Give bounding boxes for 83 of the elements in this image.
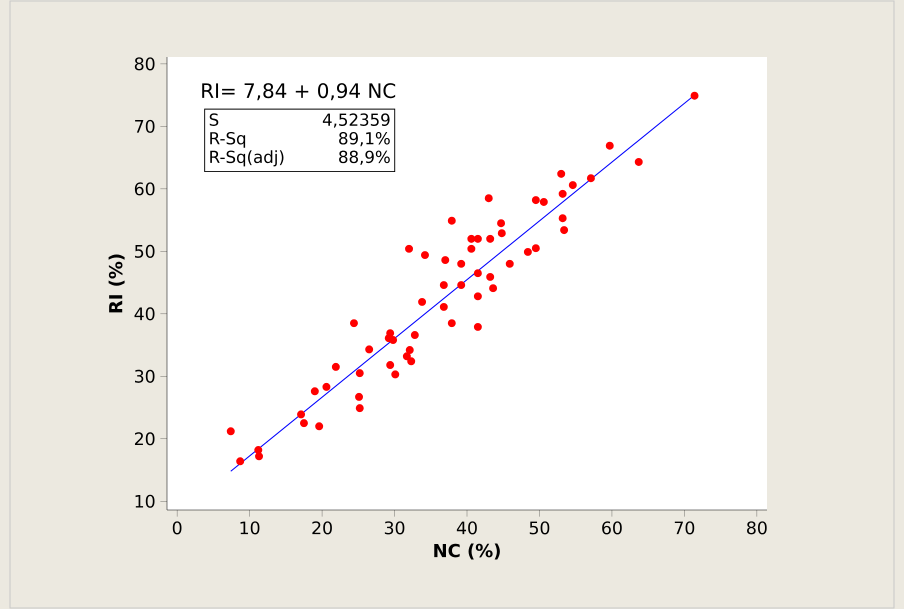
annotation: 4,52359 — [322, 113, 390, 128]
x-tick-label: 40 — [456, 521, 477, 534]
point — [467, 244, 476, 253]
point — [606, 142, 614, 150]
point — [420, 251, 429, 260]
point — [356, 369, 364, 378]
point — [497, 219, 506, 228]
x-tick-label: 70 — [674, 521, 694, 534]
point — [634, 158, 643, 166]
point — [457, 260, 466, 268]
x-tick-label: 0 — [172, 521, 182, 534]
point — [297, 410, 306, 418]
y-tick-label: 30 — [135, 370, 155, 383]
point — [386, 361, 394, 370]
x-tick-label: 80 — [747, 521, 767, 534]
x-tick-label: 50 — [530, 521, 550, 534]
x-tick-label: 30 — [384, 521, 404, 534]
point — [474, 234, 482, 243]
point — [406, 346, 414, 354]
point — [315, 422, 324, 430]
point — [448, 216, 456, 225]
point — [365, 345, 374, 354]
point — [418, 298, 426, 306]
point — [457, 281, 466, 290]
y-tick-label: 20 — [134, 432, 155, 446]
point — [310, 387, 319, 396]
point — [332, 362, 340, 371]
point — [407, 357, 416, 366]
x-axis-title: NC (%) — [434, 544, 500, 560]
y-axis-title: RI (%) — [108, 254, 125, 312]
point — [405, 244, 414, 253]
point — [322, 382, 330, 391]
point — [558, 190, 567, 198]
y-tick-label: 40 — [134, 307, 155, 320]
point — [441, 256, 450, 264]
point — [355, 392, 364, 401]
point — [391, 370, 400, 378]
annotation: 89,1% — [339, 132, 390, 146]
point — [532, 244, 540, 252]
y-tick-label: 50 — [135, 244, 155, 258]
point — [489, 284, 498, 292]
x-tick-label: 20 — [312, 521, 332, 534]
point — [474, 269, 482, 278]
annotation: 88,9% — [339, 150, 390, 165]
point — [448, 319, 456, 328]
point — [386, 329, 394, 338]
y-tick-label: 10 — [136, 494, 155, 508]
point — [486, 234, 494, 243]
point — [440, 302, 448, 311]
point — [557, 170, 566, 178]
point — [389, 336, 398, 344]
point — [356, 404, 364, 412]
point — [586, 174, 595, 182]
annotation: S — [210, 113, 218, 126]
point — [236, 457, 244, 466]
point — [467, 234, 476, 243]
x-tick-label: 60 — [602, 521, 622, 534]
point — [255, 452, 264, 460]
point — [410, 331, 419, 340]
x-tick-label: 10 — [240, 521, 260, 534]
point — [474, 322, 482, 331]
point — [440, 281, 448, 290]
annotation: R-Sq — [210, 132, 246, 148]
point — [532, 196, 540, 204]
annotation: RI= 7,84 + 0,94 NC — [202, 83, 396, 100]
point — [558, 214, 567, 222]
point — [300, 419, 308, 428]
point — [506, 260, 514, 268]
point — [524, 248, 532, 256]
y-tick-label: 70 — [135, 120, 155, 133]
annotation: R-Sq(adj) — [210, 150, 284, 166]
point — [350, 319, 358, 328]
point — [486, 272, 494, 281]
y-tick-label: 80 — [134, 57, 155, 70]
point — [540, 198, 548, 206]
point — [484, 194, 493, 202]
point — [560, 226, 568, 234]
point — [226, 427, 235, 436]
point — [498, 229, 506, 238]
point — [690, 92, 699, 100]
point — [568, 181, 577, 190]
point — [474, 292, 482, 300]
y-tick-label: 60 — [134, 182, 155, 196]
